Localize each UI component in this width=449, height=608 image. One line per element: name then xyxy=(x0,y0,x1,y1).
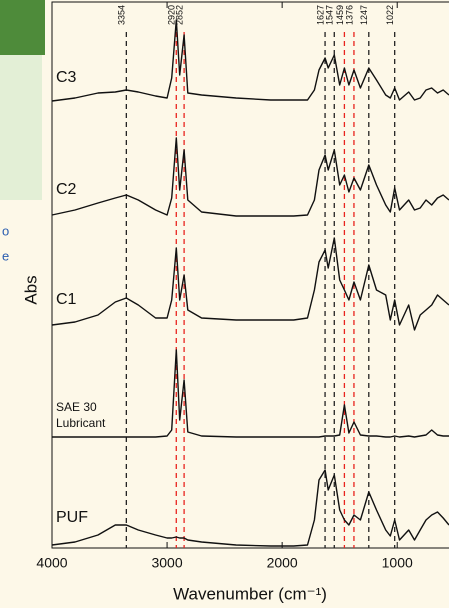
series-label: C3 xyxy=(56,69,77,86)
x-tick-label: 4000 xyxy=(36,555,67,571)
side-fragment: e xyxy=(2,248,9,263)
x-tick-label: 1000 xyxy=(382,555,413,571)
side-fragment: o xyxy=(2,223,9,238)
peak-label: 1247 xyxy=(359,5,369,25)
series-label: C2 xyxy=(56,181,77,198)
side-panel xyxy=(0,55,42,200)
peak-label: 2920 xyxy=(167,5,177,25)
peak-label: 1627 xyxy=(315,5,325,25)
peak-label: 1547 xyxy=(325,5,335,25)
spectrum-line xyxy=(51,19,449,102)
side-tab xyxy=(0,0,45,55)
series-label: SAE 30 Lubricant xyxy=(56,400,106,430)
y-axis-label: Abs xyxy=(21,275,40,304)
spectrum-line xyxy=(51,137,449,217)
series-label: C1 xyxy=(56,291,77,308)
spectrum-line xyxy=(52,349,449,438)
peak-label: 3354 xyxy=(117,5,127,25)
spectrum-line xyxy=(51,469,449,547)
x-axis-label: Wavenumber (cm⁻¹) xyxy=(173,584,327,603)
x-tick-label: 3000 xyxy=(151,555,182,571)
spectrum-line xyxy=(51,237,449,331)
series-label: PUF xyxy=(56,509,88,526)
peak-label: 2852 xyxy=(174,5,184,25)
peak-label: 1022 xyxy=(385,5,395,25)
peak-label: 1459 xyxy=(335,5,345,25)
peak-label: 1376 xyxy=(344,5,354,25)
x-tick-label: 2000 xyxy=(267,555,298,571)
plot-frame xyxy=(51,1,449,549)
